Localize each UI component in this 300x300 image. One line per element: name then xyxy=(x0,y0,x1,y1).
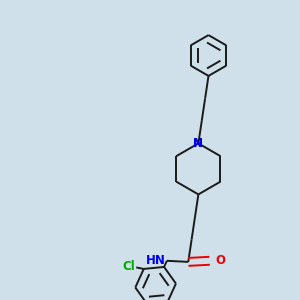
Text: O: O xyxy=(215,254,225,267)
Text: N: N xyxy=(194,137,203,150)
Text: N: N xyxy=(194,137,203,150)
Text: Cl: Cl xyxy=(122,260,135,273)
Text: HN: HN xyxy=(146,254,165,267)
